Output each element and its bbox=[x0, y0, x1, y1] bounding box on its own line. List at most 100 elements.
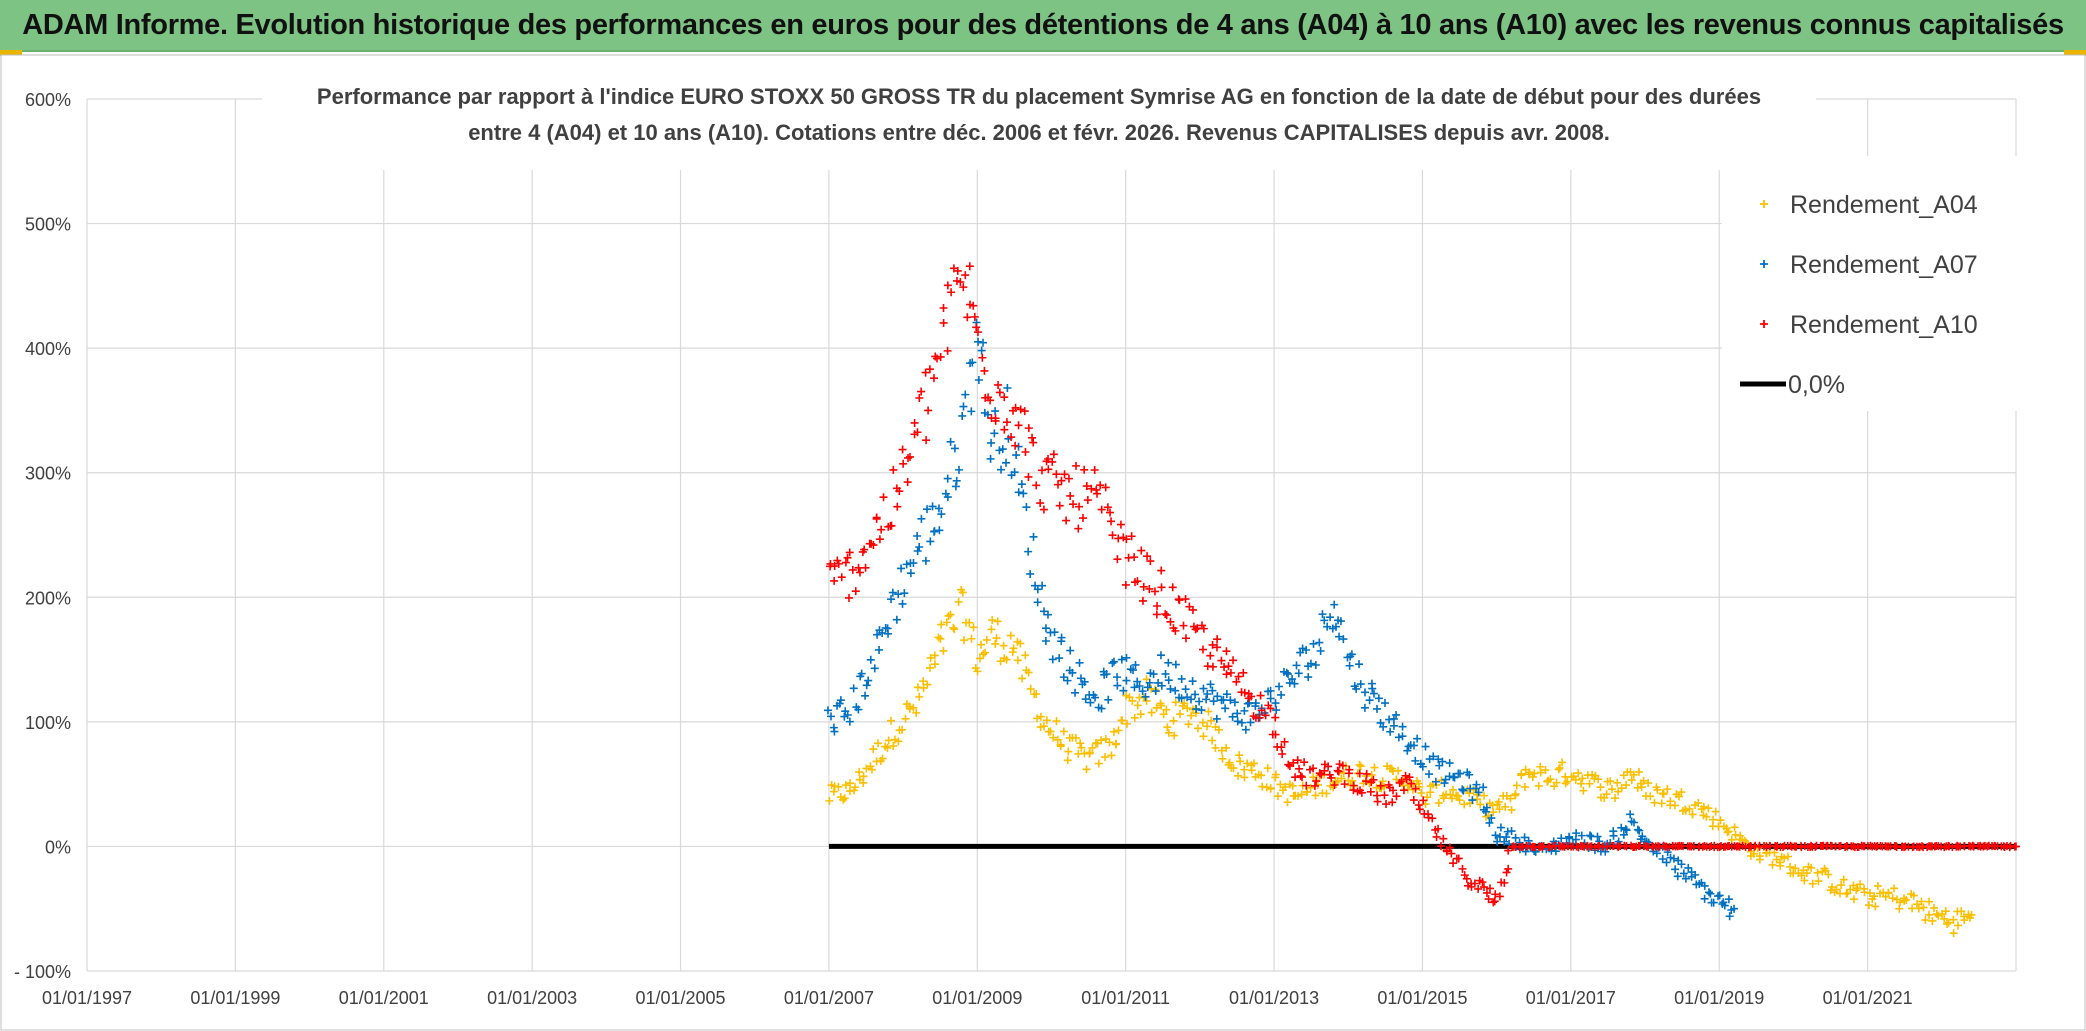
data-point bbox=[1949, 929, 1958, 938]
data-point bbox=[1318, 610, 1327, 619]
data-point bbox=[1366, 787, 1375, 796]
data-point bbox=[854, 563, 863, 572]
data-point bbox=[939, 646, 948, 655]
data-point bbox=[1024, 424, 1033, 433]
data-point bbox=[1445, 759, 1454, 768]
data-point bbox=[1046, 727, 1055, 736]
data-point bbox=[1730, 823, 1739, 832]
data-point bbox=[1222, 670, 1231, 679]
data-point bbox=[1097, 736, 1106, 745]
data-point bbox=[1373, 704, 1381, 713]
data-point bbox=[886, 716, 895, 725]
data-point bbox=[1109, 727, 1118, 736]
data-point bbox=[1295, 764, 1304, 773]
data-point bbox=[1399, 786, 1408, 795]
data-point bbox=[1360, 688, 1369, 697]
data-point bbox=[1036, 499, 1045, 508]
data-point bbox=[1119, 686, 1128, 695]
data-point bbox=[1302, 781, 1311, 790]
data-point bbox=[1298, 773, 1307, 782]
data-point bbox=[1233, 709, 1242, 718]
data-point bbox=[1255, 713, 1264, 722]
data-point bbox=[1367, 770, 1376, 779]
data-point bbox=[973, 328, 982, 337]
data-point bbox=[1171, 660, 1180, 669]
data-point bbox=[892, 615, 901, 624]
data-point bbox=[1415, 782, 1424, 791]
data-point bbox=[1118, 716, 1127, 725]
data-point bbox=[1039, 722, 1048, 731]
data-point bbox=[921, 556, 930, 565]
data-point bbox=[1411, 784, 1420, 793]
data-point bbox=[1208, 640, 1217, 649]
data-point bbox=[1159, 710, 1168, 719]
data-point bbox=[1211, 743, 1220, 752]
data-point bbox=[1213, 635, 1222, 644]
data-point bbox=[1460, 800, 1469, 809]
data-point bbox=[1369, 775, 1378, 784]
data-point bbox=[960, 636, 969, 645]
x-tick-label: 01/01/2003 bbox=[487, 988, 577, 1008]
data-point bbox=[1941, 907, 1950, 916]
data-point bbox=[922, 436, 931, 445]
data-point bbox=[952, 476, 961, 485]
data-point bbox=[1808, 879, 1817, 888]
data-point bbox=[1024, 547, 1033, 556]
data-point bbox=[1203, 722, 1212, 731]
data-point bbox=[1206, 651, 1215, 660]
data-point bbox=[834, 559, 843, 568]
data-point bbox=[1650, 798, 1659, 807]
data-point bbox=[867, 765, 876, 774]
data-point bbox=[986, 454, 995, 463]
data-point bbox=[1082, 482, 1091, 491]
data-point bbox=[939, 318, 948, 327]
y-tick-label: - 100% bbox=[14, 962, 71, 982]
data-point bbox=[934, 504, 943, 513]
data-point bbox=[1679, 869, 1688, 878]
data-point bbox=[917, 514, 926, 523]
data-point bbox=[1462, 874, 1471, 883]
data-point bbox=[870, 664, 879, 673]
data-point bbox=[1414, 801, 1423, 810]
data-point bbox=[1482, 803, 1491, 812]
data-point bbox=[1407, 779, 1416, 788]
data-point bbox=[1491, 890, 1500, 899]
data-point bbox=[977, 346, 986, 355]
data-point bbox=[1502, 868, 1511, 877]
data-point bbox=[843, 553, 852, 562]
data-point bbox=[1082, 765, 1091, 774]
data-point bbox=[1345, 661, 1354, 670]
data-point bbox=[1057, 637, 1066, 646]
data-point bbox=[1436, 842, 1445, 851]
data-point bbox=[826, 559, 835, 568]
data-point bbox=[1447, 849, 1456, 858]
data-point bbox=[1370, 763, 1379, 772]
data-point bbox=[823, 706, 832, 715]
data-point bbox=[1207, 716, 1216, 725]
data-point bbox=[1340, 780, 1349, 789]
data-point bbox=[834, 782, 843, 791]
data-point bbox=[1191, 690, 1200, 699]
data-point bbox=[972, 323, 981, 332]
data-point bbox=[1480, 791, 1489, 800]
data-point bbox=[1481, 807, 1490, 816]
data-point bbox=[1059, 727, 1068, 736]
data-point bbox=[1288, 675, 1297, 684]
data-point bbox=[1016, 405, 1025, 414]
data-point bbox=[1496, 823, 1505, 832]
data-point bbox=[1614, 842, 1623, 851]
data-point bbox=[975, 654, 984, 663]
data-point bbox=[1197, 706, 1206, 715]
data-point bbox=[1122, 676, 1131, 685]
data-point bbox=[1240, 688, 1249, 697]
data-point bbox=[1263, 764, 1272, 773]
data-point bbox=[1674, 792, 1683, 801]
data-point bbox=[1221, 704, 1230, 713]
report-banner: ADAM Informe. Evolution historique des p… bbox=[0, 0, 2086, 52]
data-point bbox=[841, 781, 850, 790]
data-point bbox=[1064, 474, 1073, 483]
data-point bbox=[1921, 916, 1930, 925]
data-point bbox=[931, 660, 940, 669]
data-point bbox=[1551, 847, 1560, 856]
data-point bbox=[1633, 825, 1642, 834]
